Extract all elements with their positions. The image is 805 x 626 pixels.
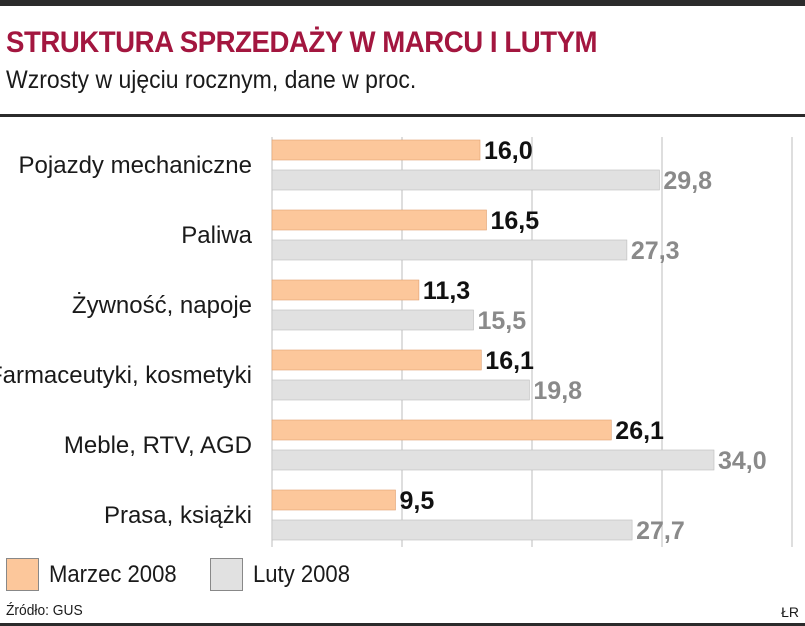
grid-lines: [271, 137, 793, 547]
bottom-rule: [0, 623, 805, 626]
bar-marzec: [271, 419, 612, 441]
category-label: Farmaceutyki, kosmetyki: [0, 362, 252, 389]
category-label: Żywność, napoje: [72, 292, 252, 319]
top-rule: [0, 0, 805, 6]
chart-title: STRUKTURA SPRZEDAŻY W MARCU I LUTYM: [6, 26, 598, 59]
bar-marzec: [271, 349, 482, 371]
value-label-marzec: 9,5: [400, 487, 435, 515]
source-note: Źródło: GUS: [6, 602, 83, 619]
chart-subtitle: Wzrosty w ujęciu rocznym, dane w proc.: [6, 66, 417, 94]
bar-marzec: [271, 489, 396, 511]
bar-marzec: [271, 139, 481, 161]
value-label-marzec: 16,1: [485, 347, 534, 375]
bar-chart: Pojazdy mechaniczne Paliwa Żywność, napoje…: [0, 137, 793, 547]
category-label: Pojazdy mechaniczne: [19, 152, 252, 179]
category-label: Paliwa: [181, 222, 252, 249]
legend-swatch-marzec: [6, 558, 39, 591]
category-label: Meble, RTV, AGD: [64, 432, 252, 459]
legend-label-luty: Luty 2008: [253, 560, 350, 588]
value-label-marzec: 11,3: [423, 277, 470, 305]
value-label-marzec: 16,5: [491, 207, 540, 235]
category-labels: Pojazdy mechaniczne Paliwa Żywność, napoje…: [0, 152, 253, 529]
value-label-luty: 27,7: [636, 517, 685, 545]
legend-item-luty: Luty 2008: [210, 558, 358, 591]
value-label-luty: 15,5: [478, 307, 527, 335]
author-initials: ŁR: [781, 604, 799, 620]
legend-label-marzec: Marzec 2008: [49, 560, 177, 588]
bar-luty: [271, 519, 633, 541]
bar-luty: [271, 449, 715, 471]
value-label-luty: 27,3: [631, 237, 680, 265]
value-label-marzec: 26,1: [615, 417, 664, 445]
value-label-luty: 29,8: [663, 167, 712, 195]
bar-luty: [271, 239, 628, 261]
bar-luty: [271, 379, 530, 401]
value-label-marzec: 16,0: [484, 137, 533, 165]
bar-marzec: [271, 209, 487, 231]
header-divider: [0, 114, 805, 117]
bars: [271, 139, 715, 541]
legend-item-marzec: Marzec 2008: [6, 558, 188, 591]
bar-marzec: [271, 279, 420, 301]
bar-luty: [271, 309, 474, 331]
bar-luty: [271, 169, 660, 191]
value-label-luty: 19,8: [533, 377, 582, 405]
legend-swatch-luty: [210, 558, 243, 591]
value-labels: 16,0 29,8 16,5 27,3 11,3 15,5 16,119,8 26,1 34,0…: [400, 137, 767, 545]
value-label-luty: 34,0: [718, 447, 767, 475]
category-label: Prasa, książki: [104, 502, 252, 529]
